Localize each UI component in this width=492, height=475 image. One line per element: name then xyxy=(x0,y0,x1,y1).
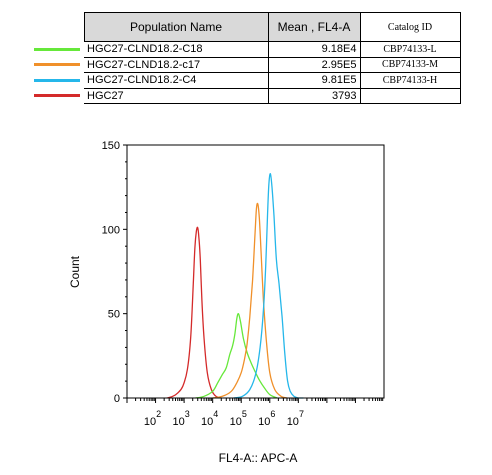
series-hgc27-clnd18-2-c17-line xyxy=(212,202,288,399)
series-hgc27-clnd18-2-c18-line xyxy=(195,312,278,399)
legend-table: Population Name Mean , FL4-A Catalog ID … xyxy=(34,12,461,104)
catalog-id xyxy=(359,87,461,104)
mean-header: Mean , FL4-A xyxy=(267,12,361,42)
y-tick-label: 150 xyxy=(102,140,120,152)
population-header: Population Name xyxy=(83,12,269,42)
table-row: HGC27 3793 xyxy=(34,87,461,104)
x-tick-label: 106 xyxy=(258,409,275,428)
y-tick-label: 100 xyxy=(102,224,120,236)
x-tick-label: 104 xyxy=(201,409,218,428)
y-axis-label: Count xyxy=(68,255,82,288)
color-swatch xyxy=(34,94,80,98)
swatch-header xyxy=(34,12,84,42)
series-hgc27-clnd18-2-c4-line xyxy=(233,173,304,399)
population-name: HGC27-CLND18.2-c17 xyxy=(84,56,269,73)
color-swatch xyxy=(34,47,80,51)
mean-value: 9.18E4 xyxy=(267,41,361,58)
x-axis-label: FL4-A:: APC-A xyxy=(219,451,298,465)
series-hgc27-line xyxy=(166,226,222,399)
x-tick-label: 105 xyxy=(230,409,247,428)
x-tick-label: 103 xyxy=(172,409,189,428)
table-row: HGC27-CLND18.2-C4 9.81E5 CBP74133-H xyxy=(34,72,461,89)
population-name: HGC27-CLND18.2-C18 xyxy=(84,41,269,58)
catalog-header: Catalog ID xyxy=(359,12,461,42)
population-name: HGC27 xyxy=(84,87,269,104)
mean-value: 3793 xyxy=(267,87,361,104)
plot-frame xyxy=(126,144,385,399)
color-swatch xyxy=(34,78,80,82)
x-tick-label: 107 xyxy=(287,409,304,428)
y-tick-label: 0 xyxy=(114,393,120,405)
x-tick-label: 102 xyxy=(144,409,161,428)
color-swatch xyxy=(34,63,80,67)
population-name: HGC27-CLND18.2-C4 xyxy=(84,72,269,89)
y-tick-label: 50 xyxy=(108,309,120,321)
